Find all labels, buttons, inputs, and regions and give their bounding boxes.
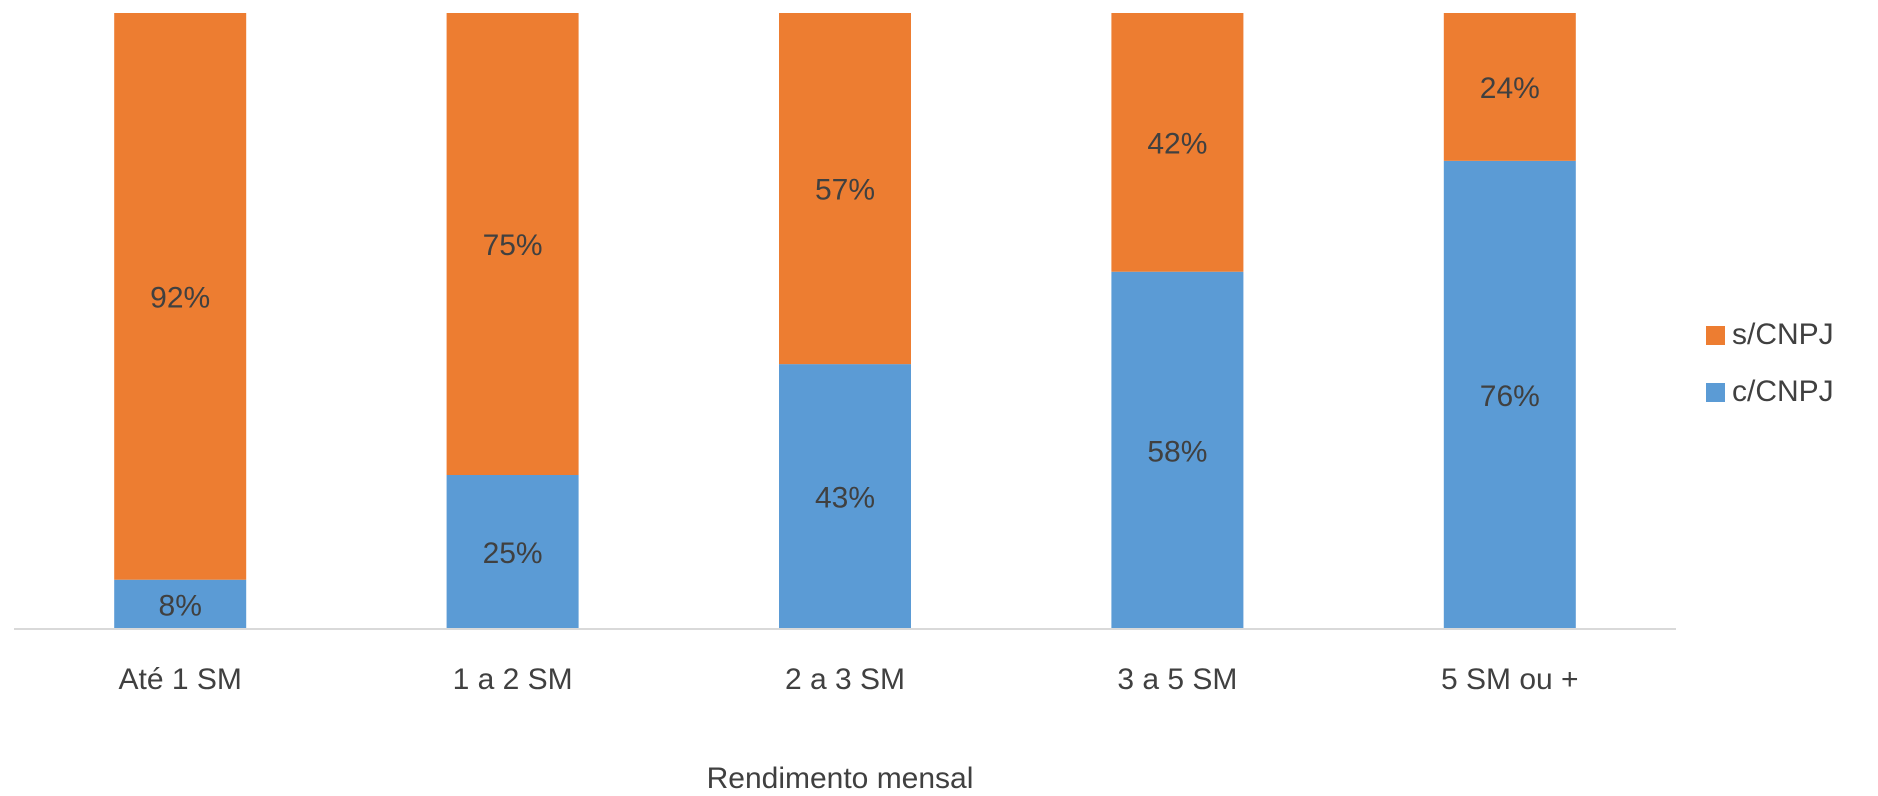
legend-swatch-c-cnpj xyxy=(1706,382,1725,402)
data-label-c-cnpj-5-sm-ou: 76% xyxy=(1480,380,1540,413)
bar-s-cnpj-5-sm-ou xyxy=(1443,13,1576,161)
data-label-s-cnpj-5-sm-ou: 24% xyxy=(1480,72,1540,105)
bar-c-cnpj-ate-1-sm xyxy=(114,579,247,629)
x-axis-title: Rendimento mensal xyxy=(706,762,974,795)
x-tick-label-2-a-3-sm: 2 a 3 SM xyxy=(785,663,905,696)
bar-s-cnpj-1-a-2-sm xyxy=(446,13,579,475)
data-label-c-cnpj-1-a-2-sm: 25% xyxy=(483,537,543,570)
x-tick-label-3-a-5-sm: 3 a 5 SM xyxy=(1117,663,1237,696)
bar-s-cnpj-2-a-3-sm xyxy=(779,13,911,365)
bar-c-cnpj-1-a-2-sm xyxy=(446,475,579,629)
bar-s-cnpj-3-a-5-sm xyxy=(1111,13,1244,272)
bar-c-cnpj-3-a-5-sm xyxy=(1111,271,1244,629)
legend-item-s-cnpj: s/CNPJ xyxy=(1706,318,1834,352)
x-tick-label-1-a-2-sm: 1 a 2 SM xyxy=(453,663,573,696)
data-label-c-cnpj-2-a-3-sm: 43% xyxy=(815,482,875,515)
bar-s-cnpj-ate-1-sm xyxy=(114,13,247,580)
legend-swatch-s-cnpj xyxy=(1706,325,1725,345)
data-label-s-cnpj-2-a-3-sm: 57% xyxy=(815,174,875,207)
legend-label-c-cnpj: c/CNPJ xyxy=(1732,375,1834,408)
legend-item-c-cnpj: c/CNPJ xyxy=(1706,375,1834,409)
data-label-s-cnpj-ate-1-sm: 92% xyxy=(150,281,210,314)
x-tick-label-ate-1-sm: Até 1 SM xyxy=(119,663,242,696)
data-label-s-cnpj-1-a-2-sm: 75% xyxy=(483,229,543,262)
x-tick-label-5-sm-ou: 5 SM ou + xyxy=(1441,663,1579,696)
data-label-c-cnpj-3-a-5-sm: 58% xyxy=(1147,435,1207,468)
x-tick-labels: Até 1 SM 1 a 2 SM 2 a 3 SM 3 a 5 SM 5 SM ou … xyxy=(119,663,1579,696)
bar-c-cnpj-2-a-3-sm xyxy=(779,364,911,629)
data-label-s-cnpj-3-a-5-sm: 42% xyxy=(1147,127,1207,160)
bars-group: 8% 92% 25% 75% 43% 57% 58% 42% 76% 24% xyxy=(114,13,1576,629)
legend-label-s-cnpj: s/CNPJ xyxy=(1732,318,1834,351)
data-label-c-cnpj-ate-1-sm: 8% xyxy=(159,589,202,622)
bar-c-cnpj-5-sm-ou xyxy=(1443,160,1576,629)
legend: s/CNPJ c/CNPJ xyxy=(1706,318,1834,432)
